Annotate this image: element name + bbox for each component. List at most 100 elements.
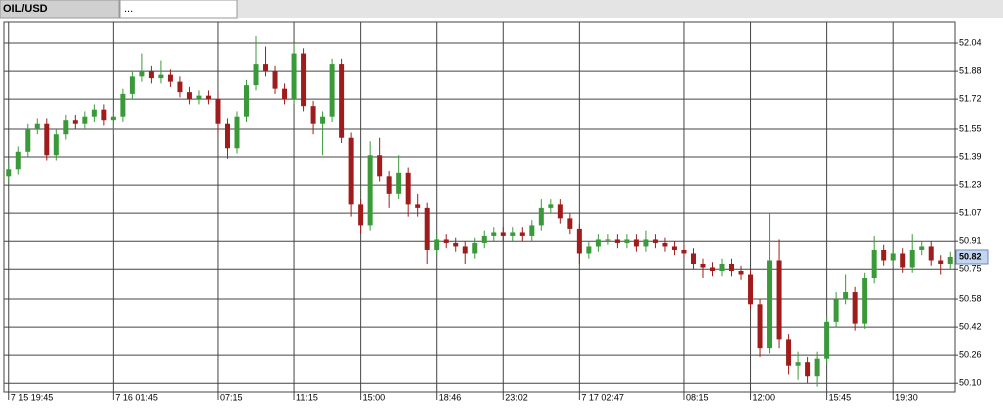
candle-body bbox=[139, 71, 145, 77]
candle-body bbox=[148, 71, 154, 79]
y-tick-label: 51.88 bbox=[959, 65, 982, 75]
candle-body bbox=[25, 128, 31, 152]
x-tick-label: 19:30 bbox=[895, 392, 918, 402]
y-tick-label: 50.58 bbox=[959, 293, 982, 303]
candle-body bbox=[272, 71, 278, 89]
candle-body bbox=[662, 242, 668, 247]
candle-body bbox=[310, 106, 316, 124]
candle-body bbox=[44, 123, 50, 156]
candle-body bbox=[776, 260, 782, 340]
candle-body bbox=[719, 263, 725, 272]
price-marker bbox=[955, 249, 989, 265]
x-tick-label: 7 17 02:47 bbox=[581, 392, 624, 402]
candle-body bbox=[205, 95, 211, 100]
candle-body bbox=[700, 263, 706, 268]
x-tick-label: 08:15 bbox=[686, 392, 709, 402]
candle-body bbox=[253, 64, 259, 86]
x-tick-label: 18:46 bbox=[439, 392, 462, 402]
tab[interactable] bbox=[0, 0, 120, 19]
y-tick-label: 50.42 bbox=[959, 321, 982, 331]
candle-body bbox=[472, 242, 478, 254]
y-tick-label: 51.39 bbox=[959, 151, 982, 161]
candle-body bbox=[129, 76, 135, 94]
candle-body bbox=[396, 172, 402, 194]
candle-body bbox=[805, 362, 811, 377]
x-tick-label: 12:00 bbox=[753, 392, 776, 402]
y-tick-label: 50.26 bbox=[959, 350, 982, 360]
candle-body bbox=[263, 64, 269, 72]
price-marker-label: 50.82 bbox=[959, 251, 982, 261]
candle-body bbox=[282, 88, 288, 100]
candle-body bbox=[614, 239, 620, 243]
candle-body bbox=[510, 232, 516, 236]
candle-body bbox=[538, 207, 544, 226]
y-tick-label: 51.07 bbox=[959, 208, 982, 218]
candle-body bbox=[196, 95, 202, 100]
candle-body bbox=[814, 358, 820, 377]
candle-body bbox=[329, 64, 335, 117]
candle-body bbox=[244, 85, 250, 117]
candle-body bbox=[652, 239, 658, 243]
y-tick-label: 52.04 bbox=[959, 37, 982, 47]
candle-body bbox=[82, 116, 88, 124]
y-tick-label: 51.23 bbox=[959, 179, 982, 189]
x-tick-label: 23:02 bbox=[505, 392, 528, 402]
candle-body bbox=[633, 239, 639, 247]
candle-body bbox=[415, 204, 421, 208]
candle-body bbox=[890, 253, 896, 261]
candle-body bbox=[919, 246, 925, 250]
candle-body bbox=[377, 155, 383, 177]
x-tick-label: 15:00 bbox=[363, 392, 386, 402]
candle-body bbox=[424, 207, 430, 250]
candle-body bbox=[481, 235, 487, 243]
candle-body bbox=[519, 232, 525, 236]
candle-body bbox=[681, 249, 687, 254]
candle-body bbox=[358, 204, 364, 226]
candle-body bbox=[53, 134, 59, 156]
candle-body bbox=[605, 239, 611, 241]
candle-body bbox=[643, 239, 649, 247]
candle-body bbox=[453, 242, 459, 247]
y-tick-label: 50.75 bbox=[959, 264, 982, 274]
candle-body bbox=[795, 362, 801, 366]
candle-body bbox=[405, 172, 411, 205]
candle-body bbox=[367, 155, 373, 226]
tab[interactable] bbox=[119, 0, 238, 19]
candle-body bbox=[557, 204, 563, 219]
y-tick-label: 50.10 bbox=[959, 378, 982, 388]
candle-body bbox=[101, 109, 107, 121]
tab-bar bbox=[0, 0, 1003, 18]
candle-body bbox=[386, 176, 392, 194]
candle-body bbox=[900, 253, 906, 268]
candle-body bbox=[729, 263, 735, 272]
candle-body bbox=[63, 120, 69, 135]
candle-body bbox=[34, 123, 40, 129]
candle-body bbox=[757, 304, 763, 349]
candle-body bbox=[348, 137, 354, 205]
candle-body bbox=[339, 64, 345, 138]
candle-body bbox=[120, 93, 126, 117]
candle-body bbox=[567, 218, 573, 229]
candle-body bbox=[881, 249, 887, 261]
candle-body bbox=[301, 53, 307, 107]
y-tick-label: 50.91 bbox=[959, 236, 982, 246]
y-tick-label: 51.55 bbox=[959, 123, 982, 133]
tab-label: ... bbox=[124, 3, 133, 15]
candle-body bbox=[186, 92, 192, 100]
candle-body bbox=[690, 253, 696, 264]
candle-body bbox=[928, 246, 934, 261]
candle-body bbox=[909, 249, 915, 268]
candle-body bbox=[548, 204, 554, 208]
candle-body bbox=[862, 278, 868, 324]
candle-body bbox=[491, 232, 497, 236]
plot-area bbox=[3, 21, 956, 393]
candle-body bbox=[709, 267, 715, 272]
x-tick-label: 15:45 bbox=[829, 392, 852, 402]
candle-body bbox=[671, 246, 677, 250]
candle-body bbox=[215, 99, 221, 124]
candle-body bbox=[852, 292, 858, 324]
candle-body bbox=[72, 120, 78, 124]
candle-body bbox=[6, 169, 12, 177]
